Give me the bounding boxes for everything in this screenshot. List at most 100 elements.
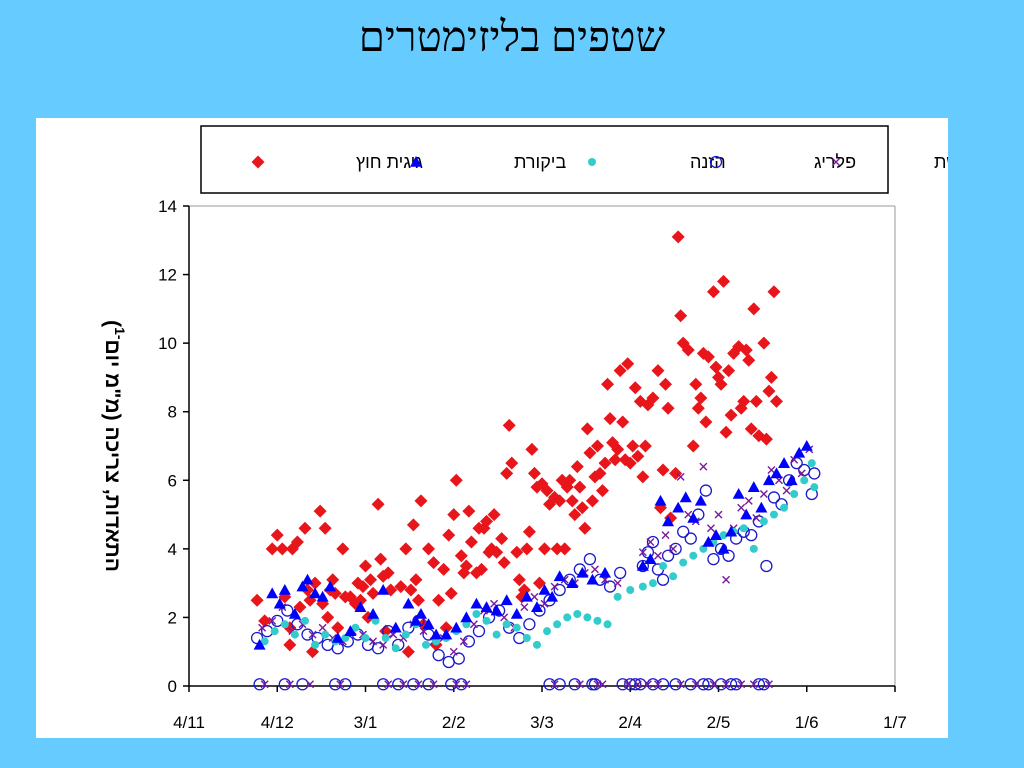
data-point-ring	[296, 678, 309, 691]
data-point-dot	[280, 620, 289, 629]
data-point-ring	[422, 678, 435, 691]
series-dot	[260, 459, 819, 653]
data-point-diamond	[671, 230, 685, 244]
data-point-diamond	[343, 590, 357, 604]
data-point-diamond	[298, 521, 312, 535]
data-point-dot	[749, 544, 758, 553]
data-point-diamond	[646, 391, 660, 405]
data-point-triangle	[672, 501, 685, 513]
data-point-ring	[767, 491, 781, 504]
data-point-diamond	[636, 470, 650, 484]
data-point-dot	[472, 610, 481, 618]
data-point-dot	[699, 544, 708, 553]
data-point-triangle	[377, 584, 390, 595]
data-point-diamond	[502, 418, 516, 432]
data-point-triangle	[520, 590, 533, 602]
data-point-triangle	[480, 601, 493, 612]
data-point-diamond	[709, 360, 723, 374]
data-point-triangle	[538, 584, 551, 595]
data-point-diamond	[411, 593, 425, 607]
data-point-dot	[790, 490, 799, 498]
data-point-x	[258, 623, 267, 632]
data-point-diamond	[611, 442, 625, 456]
data-point-dot	[502, 620, 511, 629]
data-point-diamond	[596, 484, 610, 498]
data-point-ring	[329, 678, 342, 691]
data-point-triangle	[747, 481, 760, 492]
data-point-diamond	[512, 573, 526, 587]
data-point-dot	[669, 572, 678, 581]
data-point-diamond	[739, 343, 753, 357]
data-point-x	[653, 680, 662, 689]
data-point-diamond	[689, 377, 703, 391]
data-point-triangle	[644, 553, 657, 564]
data-point-ring	[677, 525, 690, 538]
data-point-triangle	[402, 597, 415, 609]
data-point-triangle	[278, 584, 291, 595]
data-point-x	[661, 531, 670, 540]
data-point-dot	[532, 640, 541, 649]
data-point-triangle	[440, 628, 453, 640]
data-point-diamond	[293, 600, 307, 614]
data-point-triangle	[414, 608, 427, 619]
data-point-x	[646, 538, 655, 546]
data-point-dot	[290, 630, 299, 639]
legend-marker-diamond	[251, 155, 265, 169]
data-point-ring	[646, 678, 660, 691]
data-point-ring	[432, 648, 445, 662]
data-point-ring	[669, 678, 682, 691]
data-point-triangle	[253, 638, 266, 650]
data-point-diamond	[550, 542, 564, 556]
data-point-ring	[697, 678, 710, 691]
data-point-diamond	[520, 542, 534, 556]
data-point-ring	[445, 678, 458, 691]
data-point-triangle	[344, 625, 357, 636]
data-point-triangle	[662, 515, 675, 527]
data-point-diamond	[474, 562, 488, 576]
data-point-diamond	[359, 559, 372, 573]
legend-label: הזנה	[690, 152, 726, 172]
data-point-triangle	[576, 566, 589, 578]
data-point-diamond	[674, 309, 688, 323]
data-point-diamond	[628, 381, 642, 395]
data-point-diamond	[449, 473, 463, 487]
data-point-dot	[351, 623, 360, 632]
slide-title: שטפים בליזימטרים	[358, 15, 666, 61]
data-point-diamond	[532, 576, 546, 590]
data-point-diamond	[585, 494, 599, 508]
data-point-dot	[492, 630, 501, 639]
series-ring	[250, 456, 821, 691]
data-point-dot	[603, 620, 612, 629]
data-point-ring	[603, 580, 617, 593]
data-point-triangle	[296, 580, 309, 592]
data-point-triangle	[409, 614, 422, 626]
data-point-diamond	[439, 621, 453, 635]
x-tick-label: 1/6	[795, 713, 819, 732]
data-point-diamond	[497, 556, 511, 570]
data-point-x	[669, 544, 678, 553]
y-tick-label: 4	[168, 540, 177, 559]
x-tick-label: 3/3	[530, 713, 554, 732]
y-axis-label: התאדות, צריכה (מ"מ יום-1)	[101, 320, 128, 572]
data-point-x	[598, 680, 607, 689]
data-point-triangle	[725, 525, 738, 537]
data-point-diamond	[404, 583, 418, 597]
data-point-x	[749, 680, 758, 689]
data-point-triangle	[309, 587, 322, 599]
data-point-dot	[391, 644, 400, 653]
data-point-x	[530, 592, 539, 601]
data-point-diamond	[764, 370, 778, 384]
y-tick-label: 8	[168, 403, 177, 422]
data-point-ring	[586, 678, 599, 691]
data-point-diamond	[313, 504, 327, 518]
data-point-x	[737, 503, 746, 512]
data-point-triangle	[553, 570, 566, 582]
data-point-ring	[442, 655, 455, 669]
data-point-diamond	[621, 357, 635, 371]
data-point-diamond	[722, 364, 736, 378]
x-tick-label: 2/5	[707, 713, 731, 732]
data-point-diamond	[265, 542, 279, 556]
y-axis-label-main: התאדות, צריכה (מ"מ יום	[101, 340, 124, 572]
data-point-triangle	[530, 601, 543, 612]
data-point-diamond	[719, 425, 733, 439]
